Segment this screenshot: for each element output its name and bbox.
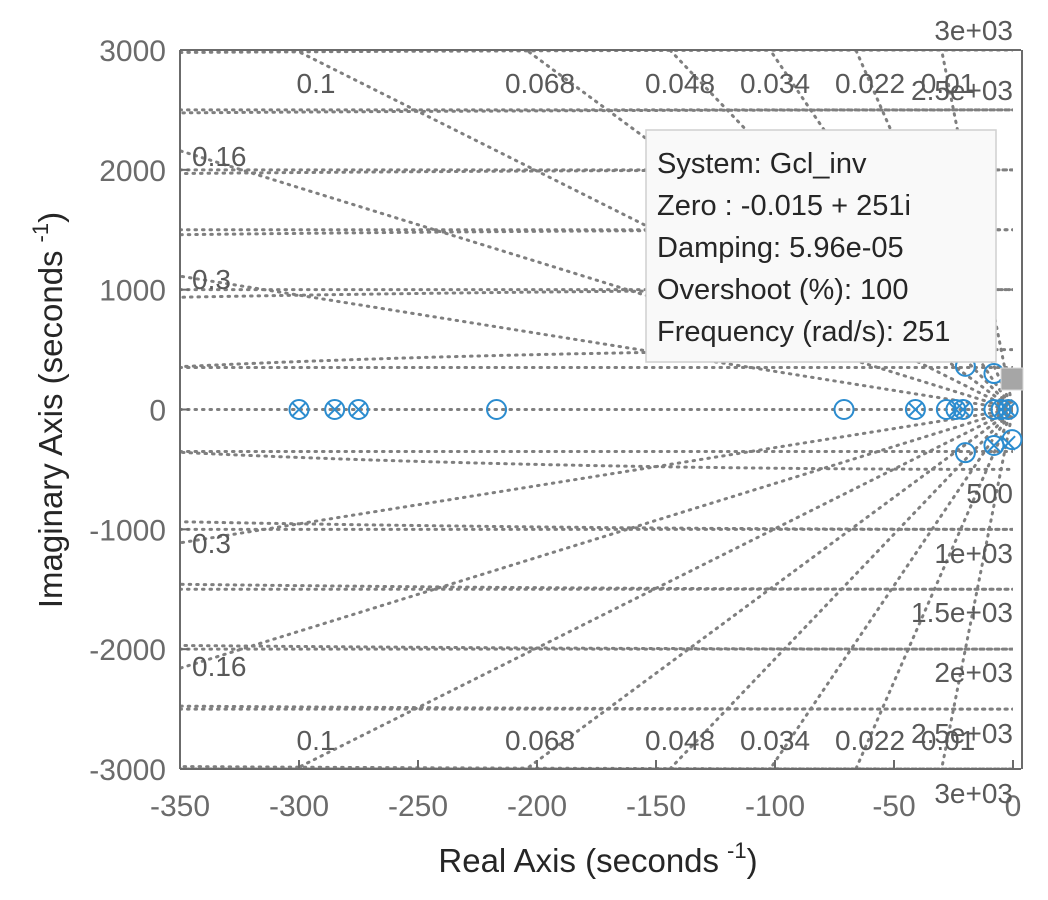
damping-label-top: 0.034 [740, 68, 810, 99]
zero-marker[interactable] [324, 399, 346, 420]
damping-label-left-upper: 0.3 [192, 264, 231, 295]
zero-marker[interactable] [990, 399, 1012, 420]
x-tick-label: -200 [507, 790, 567, 823]
x-tick-label: -300 [269, 790, 329, 823]
y-tick-label: 0 [149, 395, 166, 428]
zero-marker[interactable] [997, 399, 1019, 420]
pole-marker[interactable] [350, 401, 367, 418]
damping-label-top: 0.068 [505, 68, 575, 99]
damping-label-bottom: 0.01 [921, 725, 976, 756]
pole-marker-stroke [291, 401, 307, 418]
datatip-system: System: Gcl_inv [657, 148, 867, 180]
frequency-label-lower: 1.5e+03 [911, 597, 1013, 628]
damping-label-bottom: 0.068 [505, 725, 575, 756]
pole-marker[interactable] [1000, 435, 1016, 451]
label-layer: -350 -300 -250 -200 -150 -100 -50 0 3000 2000 1000… [89, 15, 1021, 823]
zero-marker[interactable] [954, 442, 976, 464]
pole-marker[interactable] [955, 401, 971, 418]
damping-ray-0.3-lower [180, 408, 1013, 545]
pole-marker-stroke [350, 401, 367, 418]
pole-marker-stroke [993, 401, 1009, 418]
axes-frame [179, 49, 1023, 770]
y-tick-label: -2000 [89, 634, 166, 667]
x-tick-label: -250 [388, 790, 448, 823]
y-tick-label: 1000 [99, 275, 166, 308]
zero-marker[interactable] [983, 399, 1005, 420]
frequency-label-lower: 2e+03 [934, 657, 1013, 688]
y-tick-label: -3000 [89, 754, 166, 787]
zero-marker[interactable] [486, 399, 508, 420]
y-tick-label: 3000 [99, 35, 166, 68]
damping-ray-0.01-upper [940, 50, 1013, 411]
zero-marker[interactable] [348, 399, 369, 420]
pole-marker[interactable] [986, 437, 1002, 453]
damping-label-bottom: 0.1 [297, 725, 336, 756]
damping-label-left-lower: 0.16 [192, 651, 247, 682]
zero-marker[interactable] [904, 399, 926, 420]
frequency-label-upper: 3e+03 [934, 15, 1013, 46]
zero-marker[interactable] [952, 399, 974, 420]
pole-marker[interactable] [948, 401, 964, 418]
frequency-label-lower: 2.5e+03 [911, 718, 1013, 749]
datatip-damping: Damping: 5.96e-05 [657, 232, 904, 264]
datatip-anchor-marker[interactable] [1000, 367, 1024, 391]
pole-marker[interactable] [993, 401, 1009, 418]
zero-marker[interactable] [288, 399, 310, 420]
frequency-label-lower: 3e+03 [934, 778, 1013, 809]
pole-marker-stroke [907, 401, 923, 418]
x-tick-label: -100 [745, 790, 805, 823]
pole-marker-stroke [986, 437, 1002, 453]
datatip-zero: Zero : -0.015 + 251i [657, 190, 911, 222]
damping-label-top: 0.048 [645, 68, 715, 99]
datatip-overshoot: Overshoot (%): 100 [657, 274, 908, 306]
damping-ray-0.16-upper [180, 149, 1013, 411]
x-axis-label: Real Axis (seconds -1) [438, 838, 757, 879]
pole-marker[interactable] [907, 401, 923, 418]
damping-label-bottom: 0.034 [740, 725, 810, 756]
frequency-label-lower: 1e+03 [934, 538, 1013, 569]
damping-label-bottom: 0.048 [645, 725, 715, 756]
damping-label-bottom: 0.022 [835, 725, 905, 756]
datatip[interactable]: System: Gcl_inv Zero : -0.015 + 251i Dam… [645, 129, 1024, 391]
damping-label-left-lower: 0.3 [192, 528, 231, 559]
pole-marker-stroke [327, 401, 343, 418]
pole-marker[interactable] [1000, 401, 1016, 418]
y-axis-label: Imaginary Axis (seconds-1) [28, 212, 69, 608]
x-tick-label: -150 [626, 790, 686, 823]
frequency-label-upper: 2.5e+03 [911, 75, 1013, 106]
zero-marker[interactable] [833, 399, 855, 420]
damping-label-top: 0.022 [835, 68, 905, 99]
zero-marker[interactable] [1001, 429, 1023, 451]
x-tick-label: -350 [150, 790, 210, 823]
pole-marker-stroke [955, 401, 971, 418]
pole-marker-stroke [1000, 401, 1016, 418]
frequency-label-lower: 500 [966, 478, 1013, 509]
damping-label-top: 0.01 [921, 68, 976, 99]
zero-marker[interactable] [945, 399, 967, 420]
y-tick-label: -1000 [89, 514, 166, 547]
pole-marker-stroke [1000, 435, 1016, 451]
damping-label-left-upper: 0.16 [192, 141, 247, 172]
damping-ray-0.16-lower [180, 408, 1013, 670]
pole-marker-stroke [948, 401, 964, 418]
damping-label-top: 0.1 [297, 68, 336, 99]
datatip-frequency: Frequency (rad/s): 251 [657, 316, 950, 348]
y-tick-label: 2000 [99, 155, 166, 188]
x-tick-label: 0 [1005, 790, 1022, 823]
pole-marker[interactable] [327, 401, 343, 418]
datatip-box [645, 129, 997, 363]
x-tick-label: -50 [872, 790, 915, 823]
pole-marker[interactable] [291, 401, 307, 418]
damping-ray-0.3-upper [180, 274, 1013, 411]
